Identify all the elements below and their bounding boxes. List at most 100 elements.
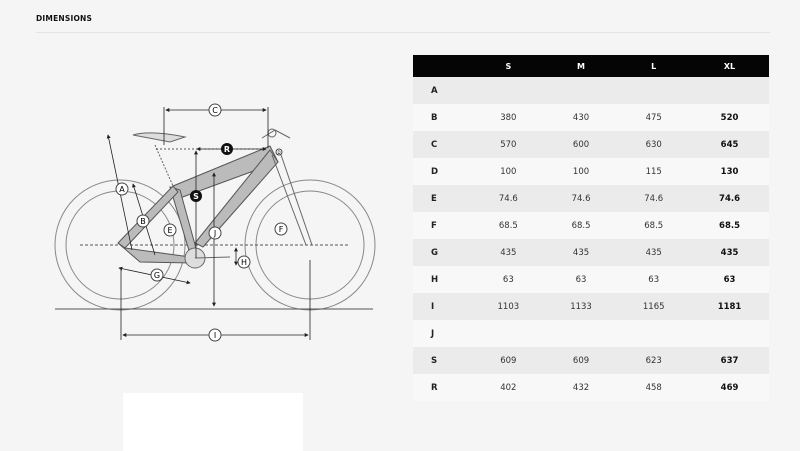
table-row: H 63 63 63 63 <box>413 266 769 293</box>
table-cell: 432 <box>572 382 590 393</box>
table-cell <box>617 77 690 104</box>
table-row: A <box>413 77 769 104</box>
dim-label-H: H <box>237 255 251 269</box>
image-placeholder <box>123 393 303 451</box>
row-label: R <box>431 382 438 393</box>
table-cell: 435 <box>572 247 590 258</box>
svg-text:F: F <box>279 225 284 234</box>
dim-label-C: C <box>208 103 222 117</box>
svg-text:D: D <box>277 150 280 155</box>
table-cell: 1103 <box>497 301 520 312</box>
dim-label-S: S <box>190 190 202 202</box>
table-cell: 1165 <box>642 301 665 312</box>
column-header <box>413 55 472 77</box>
table-cell: 100 <box>572 166 590 177</box>
divider <box>36 32 770 33</box>
table-cell: 609 <box>500 355 517 366</box>
column-header: M <box>577 61 586 71</box>
row-label: E <box>431 193 437 204</box>
geometry-table: S M L XL A B 380 430 475 520 C 570 600 630 645 D 100 100… <box>413 55 769 401</box>
table-cell: 63 <box>648 274 660 285</box>
dim-label-I: I <box>208 328 222 342</box>
dim-label-J: J <box>208 226 222 240</box>
svg-text:B: B <box>140 217 146 226</box>
dim-label-B: B <box>136 214 150 228</box>
table-cell <box>545 77 618 104</box>
table-cell: 1133 <box>570 301 592 312</box>
table-cell: 520 <box>720 112 739 123</box>
table-cell: 469 <box>720 382 739 393</box>
table-cell: 402 <box>500 382 517 393</box>
table-cell: 435 <box>720 247 739 258</box>
table-cell: 630 <box>645 139 662 150</box>
table-cell: 74.6 <box>498 193 518 204</box>
row-label: G <box>431 247 438 258</box>
table-row: S 609 609 623 637 <box>413 347 769 374</box>
table-row: B 380 430 475 520 <box>413 104 769 131</box>
table-cell: 68.5 <box>644 220 664 231</box>
row-label: D <box>431 166 439 177</box>
dim-label-G: G <box>150 268 164 282</box>
row-label: C <box>431 139 438 150</box>
column-header: L <box>651 61 657 71</box>
table-cell: 63 <box>502 274 514 285</box>
svg-text:R: R <box>224 145 230 154</box>
table-cell: 68.5 <box>571 220 591 231</box>
table-cell <box>472 320 545 347</box>
table-header: S M L XL <box>413 55 769 77</box>
table-cell: 637 <box>720 355 739 366</box>
table-row: G 435 435 435 435 <box>413 239 769 266</box>
table-cell: 475 <box>645 112 662 123</box>
table-cell: 458 <box>645 382 662 393</box>
table-cell: 600 <box>572 139 590 150</box>
row-label: H <box>431 274 439 285</box>
table-cell: 115 <box>645 166 662 177</box>
dim-label-F: F <box>274 222 288 236</box>
svg-text:A: A <box>119 185 125 194</box>
svg-text:S: S <box>193 192 199 201</box>
row-label: F <box>431 220 437 231</box>
column-header: S <box>505 61 512 71</box>
table-cell: 74.6 <box>644 193 664 204</box>
table-cell: 645 <box>720 139 739 150</box>
table-cell <box>545 320 618 347</box>
table-row: R 402 432 458 469 <box>413 374 769 401</box>
table-row: C 570 600 630 645 <box>413 131 769 158</box>
table-cell <box>690 320 769 347</box>
table-row: F 68.5 68.5 68.5 68.5 <box>413 212 769 239</box>
row-label: J <box>431 328 435 339</box>
table-cell <box>690 77 769 104</box>
section-title: DIMENSIONS <box>36 14 93 23</box>
svg-text:C: C <box>212 106 218 115</box>
dim-label-R: R <box>221 143 233 155</box>
table-cell <box>617 320 690 347</box>
svg-text:H: H <box>241 258 247 267</box>
table-cell: 74.6 <box>571 193 591 204</box>
row-label: B <box>431 112 438 123</box>
table-cell: 100 <box>500 166 517 177</box>
table-cell: 609 <box>572 355 590 366</box>
table-cell: 623 <box>645 355 662 366</box>
svg-text:E: E <box>167 226 172 235</box>
row-label: S <box>431 355 438 366</box>
dim-label-D: D <box>275 148 283 156</box>
table-cell: 68.5 <box>498 220 518 231</box>
dim-label-E: E <box>163 223 177 237</box>
table-cell: 380 <box>500 112 517 123</box>
svg-text:G: G <box>154 271 160 280</box>
table-cell: 570 <box>500 139 517 150</box>
table-cell: 430 <box>572 112 590 123</box>
svg-text:J: J <box>213 229 216 238</box>
table-cell: 1181 <box>717 301 742 312</box>
table-cell: 63 <box>723 274 736 285</box>
table-cell: 63 <box>575 274 587 285</box>
table-row: J <box>413 320 769 347</box>
table-cell: 68.5 <box>719 220 741 231</box>
table-cell <box>472 77 545 104</box>
table-cell: 435 <box>500 247 517 258</box>
dim-label-A: A <box>115 182 129 196</box>
table-cell: 74.6 <box>719 193 741 204</box>
row-label: I <box>431 301 435 312</box>
svg-text:I: I <box>214 331 216 340</box>
bike-geometry-diagram: C R S A B E J F H G I D <box>54 103 376 342</box>
